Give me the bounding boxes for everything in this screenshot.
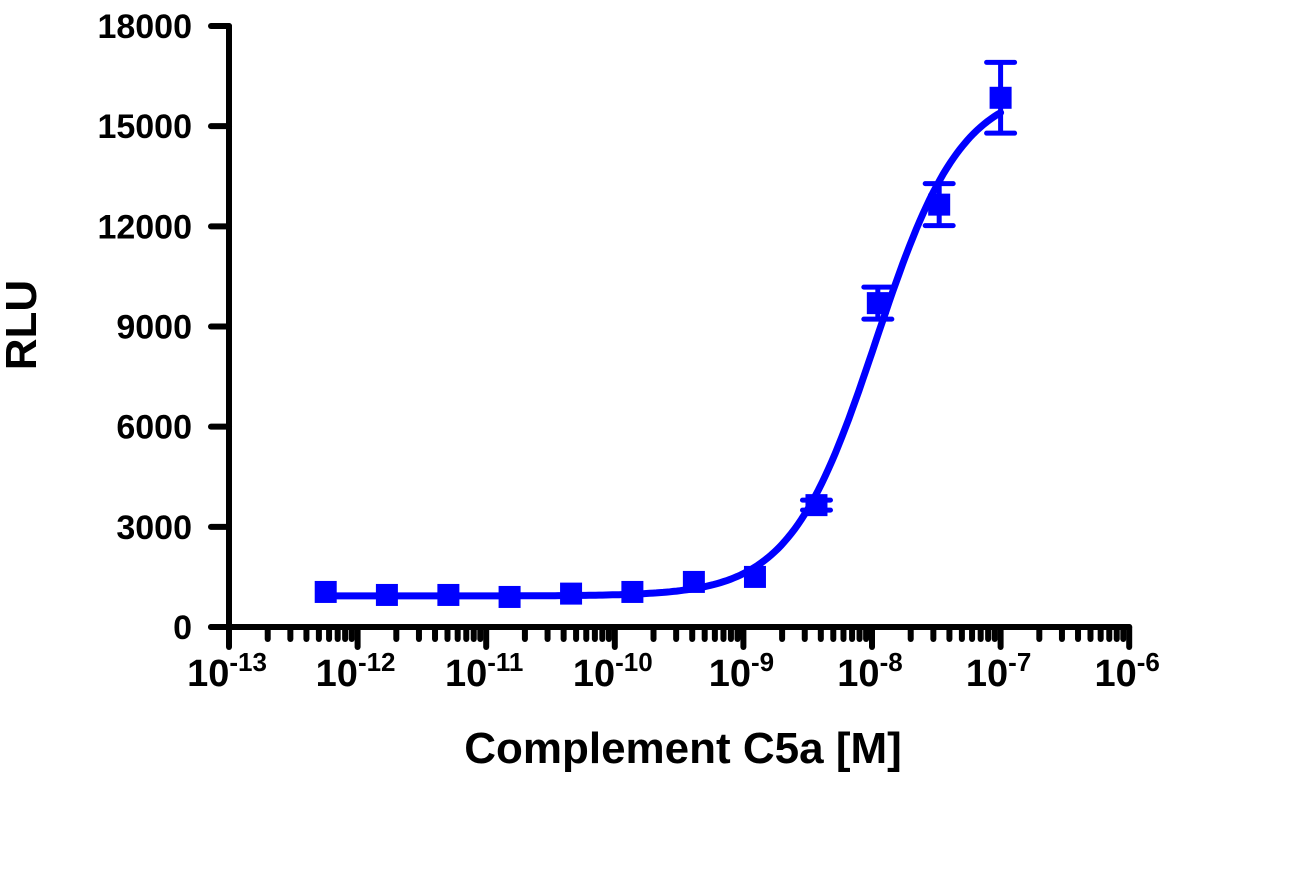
data-point [437, 583, 460, 606]
x-tick-label: 10-8 [837, 647, 902, 695]
x-tick-base: 10 [1094, 653, 1136, 695]
x-axis-title: Complement C5a [M] [464, 724, 902, 773]
y-tick-label: 6000 [116, 409, 192, 447]
x-tick-labels: 10-13 10-12 10-11 10-10 10-9 10-8 10-7 10-6 [187, 647, 1160, 695]
x-tick-label: 10-7 [966, 647, 1031, 695]
x-tick-label: 10-9 [709, 647, 774, 695]
y-tick-label: 9000 [116, 309, 192, 347]
x-tick-label: 10-10 [573, 647, 653, 695]
data-point [314, 580, 337, 603]
data-point [866, 292, 889, 315]
x-tick-label: 10-11 [445, 647, 523, 695]
data-point [805, 494, 828, 517]
x-tick-base: 10 [966, 653, 1008, 695]
x-tick-exponent: -10 [615, 647, 653, 677]
fit-curve [322, 109, 1005, 600]
x-tick-exponent: -11 [487, 647, 523, 677]
x-tick-exponent: -6 [1137, 647, 1160, 677]
data-point [498, 585, 521, 608]
y-tick-label: 18000 [97, 8, 192, 46]
x-tick-base: 10 [187, 653, 229, 695]
y-tick-label: 0 [173, 609, 192, 647]
x-tick-base: 10 [316, 653, 358, 695]
data-point [560, 582, 583, 605]
x-tick-base: 10 [573, 653, 615, 695]
x-tick-label: 10-6 [1094, 647, 1159, 695]
data-point [989, 86, 1012, 109]
data-point [743, 565, 766, 588]
y-axis-title: RLU [0, 280, 46, 370]
x-tick-exponent: -7 [1008, 647, 1031, 677]
data-point [621, 580, 644, 603]
x-tick-base: 10 [445, 653, 487, 695]
y-tick-label: 3000 [116, 509, 192, 547]
x-tick-base: 10 [837, 653, 879, 695]
x-tick-exponent: -13 [229, 647, 267, 677]
y-tick-label: 12000 [97, 208, 192, 246]
y-tick-labels: 0 3000 6000 9000 12000 15000 18000 [97, 8, 192, 647]
axes [208, 23, 1133, 650]
data-point [375, 583, 398, 606]
data-points [314, 86, 1012, 608]
data-point [682, 570, 705, 593]
x-tick-base: 10 [709, 653, 751, 695]
data-point [928, 193, 951, 216]
x-tick-label: 10-13 [187, 647, 267, 695]
y-tick-label: 15000 [97, 108, 192, 146]
x-tick-label: 10-12 [316, 647, 396, 695]
x-tick-exponent: -12 [358, 647, 396, 677]
x-tick-exponent: -8 [880, 647, 903, 677]
x-tick-exponent: -9 [751, 647, 774, 677]
